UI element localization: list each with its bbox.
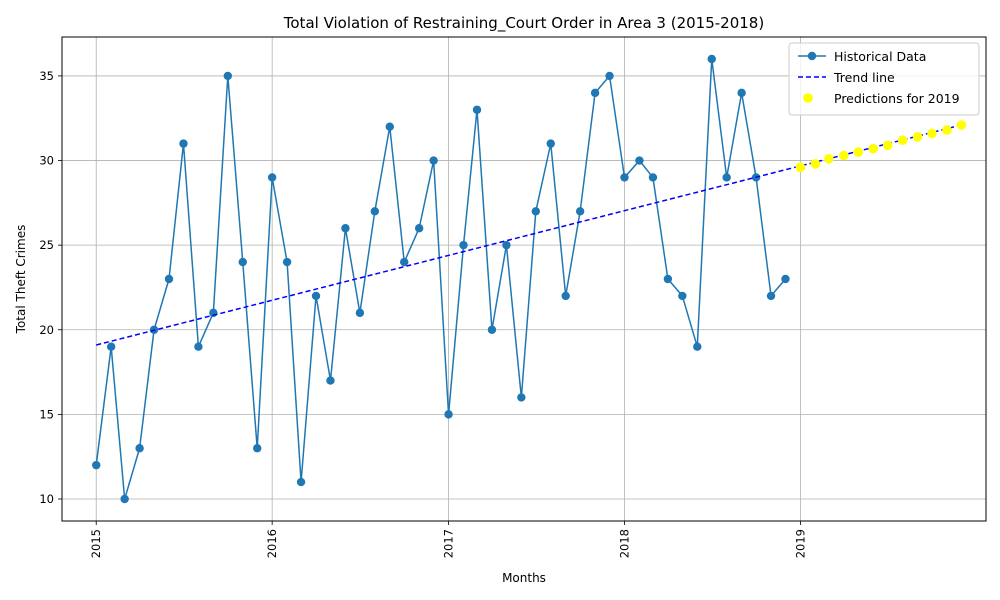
historical-data-point [737,88,746,98]
prediction-point [839,150,849,161]
y-tick-label: 20 [39,323,54,337]
historical-data-point [164,274,174,284]
prediction-point [956,120,967,130]
historical-data-point [311,291,321,301]
prediction-point [810,159,821,169]
historical-data-point [444,410,453,419]
historical-data-point [414,224,424,233]
y-tick-label: 10 [39,492,54,506]
legend-prediction-label: Predictions for 2019 [834,91,960,106]
historical-data-point [766,291,776,301]
historical-data-point [223,71,233,81]
legend-box [788,42,980,116]
historical-data-point [502,240,511,250]
x-tick-label: 2017 [442,529,456,558]
x-tick-label: 2019 [793,529,807,558]
y-tick-label: 30 [39,154,54,168]
historical-data-point [575,207,585,216]
historical-data-point [620,173,629,182]
historical-data-point [663,274,673,284]
prediction-point [897,135,908,146]
historical-data-point [487,325,497,334]
historical-data-point [120,494,129,504]
x-tick-label: 2015 [89,529,103,558]
legend-historical-label: Historical Data [834,49,926,64]
tick-layer: 10 15 20 25 30 35 2015 2016 2017 2018 2019 [39,69,807,558]
legend-prediction-marker [803,93,813,103]
historical-data-point [459,240,468,250]
historical-data-point [781,274,790,284]
y-tick-label: 25 [39,238,54,252]
historical-data-point [693,342,702,351]
historical-data-point [253,444,262,453]
legend: Historical Data Trend line Predictions f… [788,42,980,116]
legend-historical-marker [807,51,817,61]
plot-frame [61,36,987,522]
historical-data-point [355,308,365,318]
trend-line [96,124,962,346]
historical-data-point [635,156,644,165]
prediction-point [795,162,806,173]
historical-data-point [106,342,116,351]
historical-data-point [267,173,277,182]
historical-data-point [296,477,306,487]
historical-data-point [282,257,292,267]
historical-data-point [179,139,188,148]
prediction-point [853,147,864,157]
historical-data-point [546,139,555,148]
x-tick-label: 2016 [265,529,279,558]
prediction-point [824,154,834,164]
series-layer [92,54,967,504]
historical-data-point [341,224,350,233]
historical-data-point [326,376,335,385]
historical-data-point [561,291,570,301]
historical-data-point [238,257,247,267]
historical-data-point [429,156,438,165]
historical-data-point [472,105,482,114]
historical-data-point [678,291,687,301]
historical-data-point [648,173,658,182]
prediction-point [942,125,952,135]
historical-data-point [590,88,600,98]
prediction-point [927,128,937,139]
chart-title: Total Violation of Restraining_Court Ord… [283,14,764,33]
grid [62,37,986,521]
prediction-point [868,143,879,154]
historical-data-point [517,393,526,402]
historical-data-point [531,207,541,216]
historical-data-point [370,207,380,216]
y-tick-label: 35 [39,69,54,83]
prediction-point [912,132,923,142]
x-axis-label: Months [502,571,546,585]
y-tick-label: 15 [39,407,54,421]
prediction-point [882,140,893,151]
historical-data-point [135,444,144,453]
x-tick-label: 2018 [617,529,631,558]
historical-data-point [194,342,203,351]
historical-data-point [722,173,731,182]
legend-trend-label: Trend line [833,70,895,85]
historical-data-point [385,122,394,131]
historical-data-point [400,257,409,267]
y-axis-label: Total Theft Crimes [14,225,28,335]
historical-data-point [92,460,101,470]
historical-data-point [707,54,716,64]
historical-data-point [605,71,614,81]
